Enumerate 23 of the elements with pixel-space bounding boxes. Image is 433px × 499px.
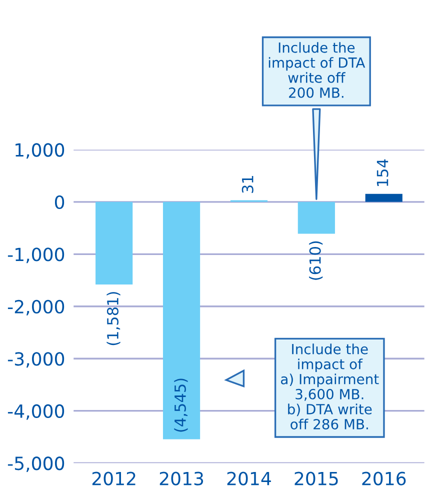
data-label: 31 <box>242 176 254 193</box>
bar <box>162 202 200 440</box>
bar <box>298 202 335 234</box>
y-tick-label: -1,000 <box>8 248 64 264</box>
annotation: Include the impact of DTA write off 200 MB. <box>268 42 366 98</box>
bar <box>96 202 133 284</box>
y-tick-label: -3,000 <box>8 352 64 368</box>
data-label: (610) <box>309 241 323 280</box>
data-label: 154 <box>376 159 388 186</box>
y-tick-label: -2,000 <box>8 300 64 316</box>
data-label: (1,581) <box>106 292 120 346</box>
x-tick-label: 2013 <box>160 472 204 486</box>
x-tick-label: 2016 <box>362 472 406 486</box>
y-tick-label: 1,000 <box>16 143 64 159</box>
x-tick-label: 2014 <box>227 472 271 486</box>
x-tick-label: 2012 <box>92 472 136 486</box>
y-tick-label: -5,000 <box>8 456 64 472</box>
bar <box>365 194 402 202</box>
y-tick-label: -4,000 <box>8 404 64 420</box>
x-tick-label: 2015 <box>294 472 338 486</box>
annotation: Include the impact of a) Impairment 3,600 MB. b) DTA write off 286 MB. <box>281 344 379 430</box>
y-tick-label: 0 <box>54 195 64 210</box>
data-label: (4,545) <box>174 378 188 432</box>
